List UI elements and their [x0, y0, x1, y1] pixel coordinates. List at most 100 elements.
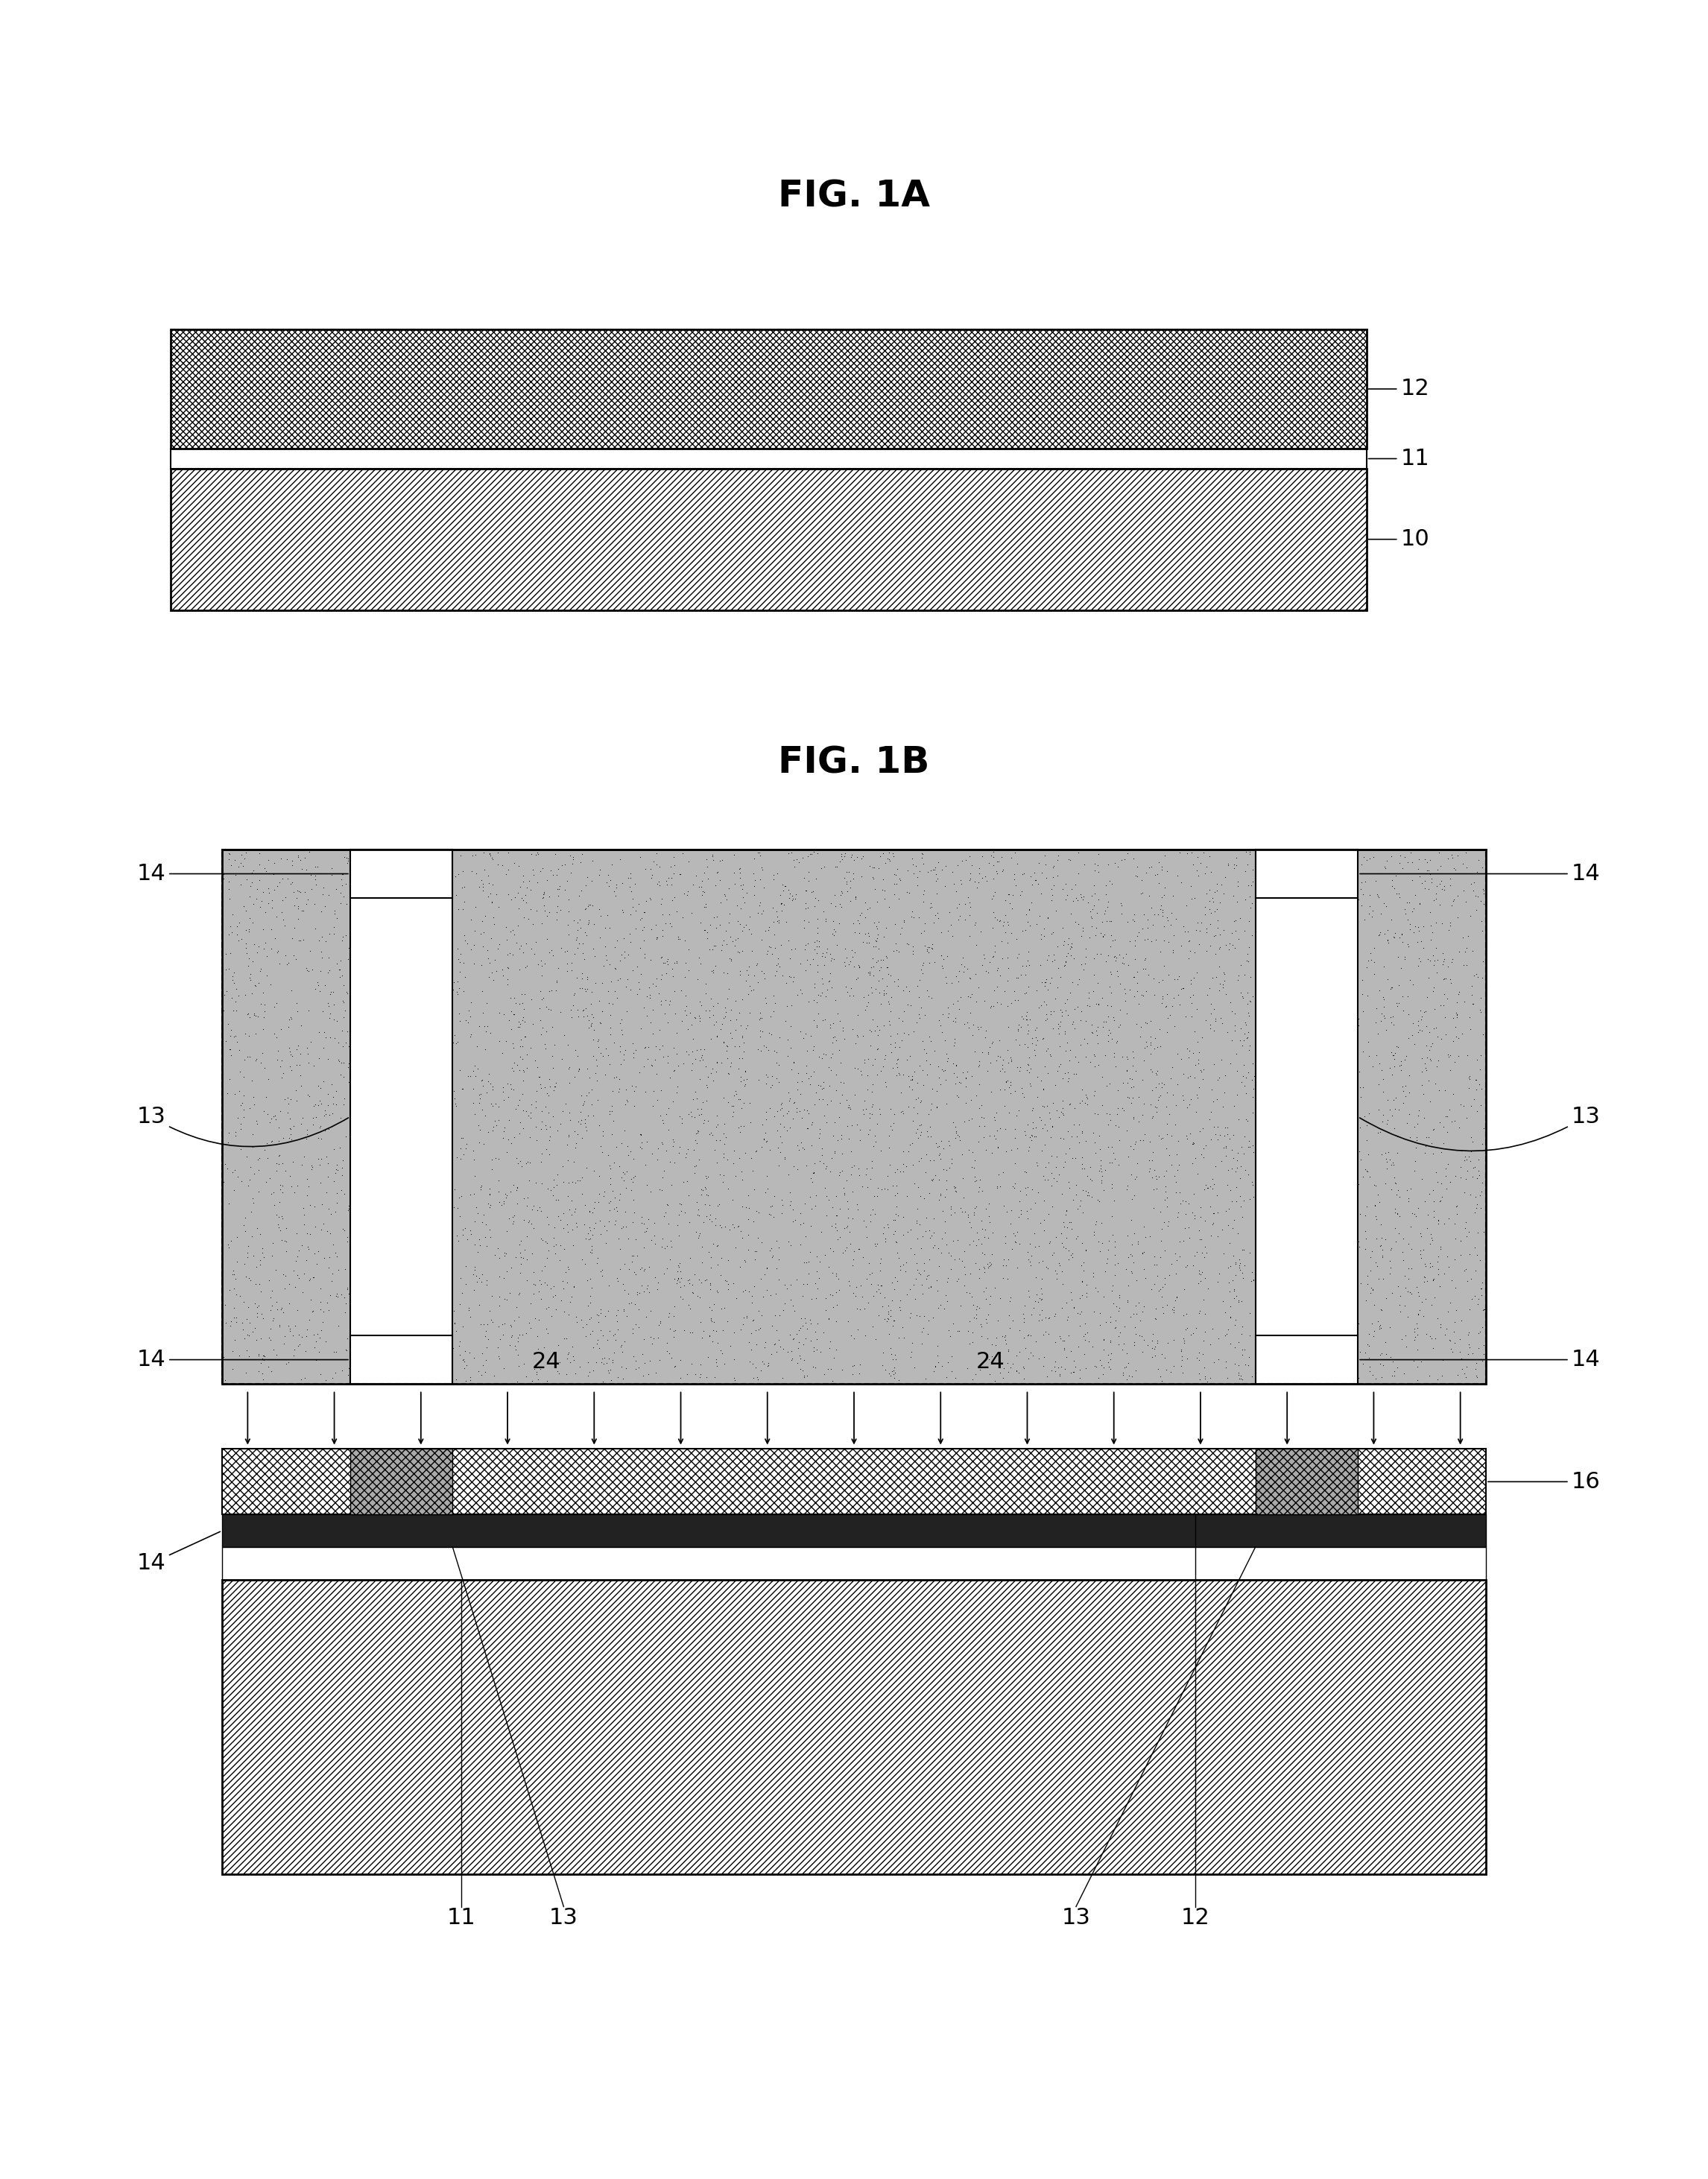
- Point: [596, 1094, 623, 1129]
- Point: [622, 865, 649, 900]
- Point: [251, 1133, 278, 1168]
- Point: [915, 1257, 943, 1292]
- Point: [693, 1083, 721, 1118]
- Point: [1395, 1020, 1423, 1055]
- Point: [799, 983, 827, 1018]
- Point: [712, 1120, 740, 1155]
- Point: [1406, 1216, 1433, 1251]
- Point: [1430, 961, 1457, 996]
- Point: [810, 850, 837, 885]
- Point: [704, 1349, 731, 1384]
- Point: [627, 930, 654, 965]
- Point: [1358, 941, 1385, 976]
- Point: [1443, 998, 1471, 1033]
- Point: [1182, 1140, 1209, 1174]
- Point: [1021, 863, 1049, 898]
- Point: [272, 1225, 299, 1259]
- Point: [1081, 1294, 1108, 1329]
- Point: [972, 1281, 999, 1316]
- Point: [589, 1113, 617, 1148]
- Point: [719, 1098, 746, 1133]
- Point: [266, 1185, 294, 1220]
- Point: [950, 941, 977, 976]
- Point: [1021, 1283, 1049, 1318]
- Point: [1365, 880, 1392, 915]
- Point: [309, 1031, 336, 1066]
- Point: [1015, 935, 1042, 970]
- Point: [277, 1312, 304, 1347]
- Point: [1098, 1166, 1126, 1201]
- Point: [622, 1159, 649, 1194]
- Point: [1136, 1155, 1163, 1190]
- Point: [1085, 987, 1112, 1022]
- Point: [760, 859, 787, 893]
- Point: [1030, 1349, 1057, 1384]
- Point: [559, 1329, 586, 1364]
- Point: [1148, 1212, 1175, 1246]
- Point: [721, 1079, 748, 1113]
- Point: [1052, 1192, 1079, 1227]
- Point: [618, 1312, 646, 1347]
- Point: [470, 915, 497, 950]
- Point: [654, 941, 681, 976]
- Point: [1414, 1063, 1442, 1098]
- Point: [1097, 928, 1124, 963]
- Point: [1028, 1281, 1056, 1316]
- Point: [1407, 944, 1435, 978]
- Point: [1059, 1240, 1086, 1275]
- Point: [285, 1262, 313, 1297]
- Point: [1211, 1059, 1238, 1094]
- Point: [1144, 856, 1172, 891]
- Point: [548, 848, 576, 882]
- Point: [485, 1103, 512, 1137]
- Point: [1134, 922, 1161, 957]
- Point: [1040, 850, 1068, 885]
- Point: [1105, 1294, 1132, 1329]
- Point: [314, 878, 342, 913]
- Point: [535, 1233, 562, 1268]
- Point: [1469, 850, 1496, 885]
- Point: [752, 1329, 779, 1364]
- Point: [938, 1238, 965, 1273]
- Point: [611, 970, 639, 1005]
- Point: [260, 1188, 287, 1222]
- Point: [1057, 930, 1085, 965]
- Point: [328, 924, 355, 959]
- Point: [261, 1015, 289, 1050]
- Point: [256, 1281, 284, 1316]
- Point: [1172, 1251, 1199, 1286]
- Point: [618, 1164, 646, 1198]
- Point: [1457, 1133, 1484, 1168]
- Point: [1469, 1292, 1496, 1327]
- Point: [743, 1327, 770, 1362]
- Point: [1006, 1052, 1033, 1087]
- Point: [611, 1087, 639, 1122]
- Point: [603, 1299, 630, 1334]
- Point: [1348, 1266, 1375, 1301]
- Point: [1052, 1231, 1079, 1266]
- Point: [794, 889, 822, 924]
- Point: [272, 1318, 299, 1353]
- Point: [319, 1334, 347, 1368]
- Point: [1423, 880, 1450, 915]
- Point: [284, 985, 311, 1020]
- Point: [1097, 1323, 1124, 1358]
- Point: [596, 1096, 623, 1131]
- Point: [979, 939, 1006, 974]
- Point: [779, 1288, 806, 1323]
- Bar: [222, 1580, 1486, 1874]
- Point: [1168, 1342, 1196, 1377]
- Point: [844, 839, 871, 874]
- Point: [1192, 1362, 1220, 1397]
- Point: [265, 1124, 292, 1159]
- Point: [1455, 1329, 1483, 1364]
- Point: [1433, 1312, 1460, 1347]
- Point: [1170, 1083, 1197, 1118]
- Point: [810, 1316, 837, 1351]
- Point: [471, 1013, 499, 1048]
- Point: [500, 998, 528, 1033]
- Point: [967, 856, 994, 891]
- Point: [504, 1048, 531, 1083]
- Point: [1368, 1220, 1395, 1255]
- Point: [794, 1266, 822, 1301]
